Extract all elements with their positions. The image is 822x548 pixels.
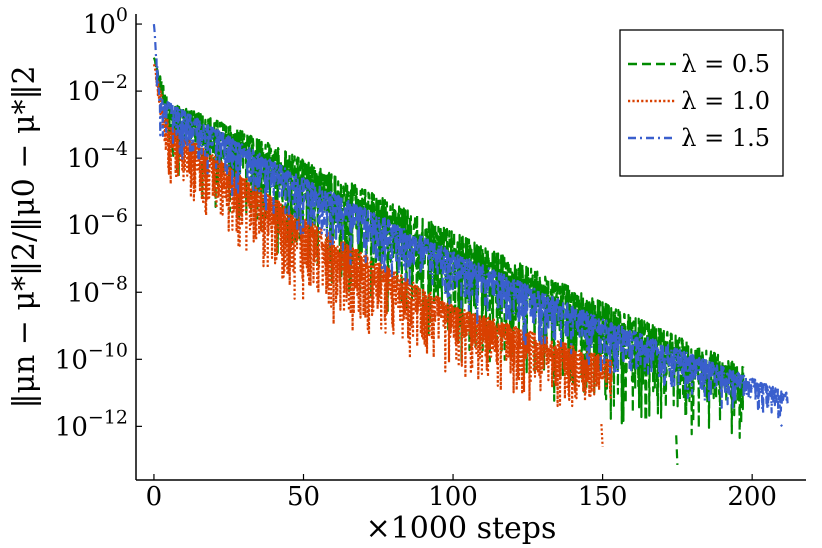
y-tick-label: 10−6 (67, 205, 128, 241)
y-tick-label: 10−10 (55, 339, 128, 375)
series-line-3 (152, 23, 790, 428)
series-layer (152, 23, 790, 465)
x-tick-label: 50 (287, 482, 320, 512)
x-tick-label: 200 (727, 482, 777, 512)
y-tick-label: 100 (83, 4, 128, 40)
x-axis-label: ×1000 steps (366, 511, 557, 546)
y-tick-label: 10−2 (67, 71, 128, 107)
legend-entry: λ = 0.5 (681, 50, 770, 78)
legend: λ = 0.5 λ = 1.0 λ = 1.5 (619, 29, 784, 177)
legend-entry: λ = 1.5 (681, 124, 770, 152)
y-tick-label: 10−8 (67, 272, 128, 308)
x-tick-label: 100 (428, 482, 478, 512)
axes (135, 14, 806, 481)
y-tick-label: 10−4 (67, 138, 128, 174)
legend-entry: λ = 1.0 (681, 87, 770, 115)
x-tick-label: 150 (578, 482, 628, 512)
y-axis-label: ‖μn − μ*‖2/‖μ0 − μ*‖2 (7, 65, 42, 408)
series-line-2 (152, 63, 613, 447)
tick-labels: 0 50 100 150 200 100 10−2 10−4 10−6 10−8 10−10 10−1… (55, 4, 777, 512)
legend-box (619, 29, 784, 177)
y-tick-label: 10−12 (55, 406, 128, 442)
x-tick-label: 0 (146, 482, 163, 512)
